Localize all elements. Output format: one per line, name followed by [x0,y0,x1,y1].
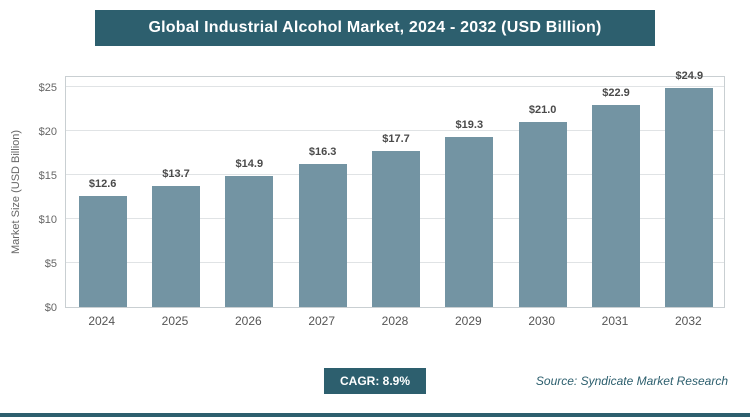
x-tick-label: 2031 [601,314,629,328]
bar-value-label: $14.9 [235,157,264,170]
bar-2028 [372,151,420,307]
y-axis-ticks: $0 $5 $10 $15 $20 $25 [0,76,57,314]
y-tick-label: $0 [44,302,57,314]
page-title: Global Industrial Alcohol Market, 2024 -… [148,19,602,36]
gridline [66,130,724,131]
bar-value-label: $19.3 [455,119,484,132]
bar-value-label: $17.7 [382,133,410,146]
y-tick-label: $15 [38,170,57,182]
y-tick-label: $25 [38,82,57,94]
bar-2024 [78,196,127,307]
bar-value-label: $16.3 [308,145,337,158]
bar-value-label: $24.9 [675,69,704,82]
y-tick-label: $20 [38,126,57,138]
x-tick-label: 2027 [308,314,336,328]
x-axis-ticks: 2024 2025 2026 2027 2028 2029 2030 2031 2032 [65,314,725,330]
x-tick-label: 2029 [454,314,482,328]
x-tick-label: 2032 [674,314,702,328]
bar-2026 [225,175,274,307]
bar-value-label: $22.9 [602,87,630,100]
bottom-accent-rule [0,413,750,417]
chart-title-bar: Global Industrial Alcohol Market, 2024 -… [95,10,655,46]
bar-value-label: $12.6 [88,178,117,191]
source-text: Source: Syndicate Market Research [535,374,728,388]
bar-2027 [298,163,347,307]
bar-2025 [152,186,200,307]
x-tick-label: 2028 [381,314,409,328]
y-tick-label: $5 [44,258,57,270]
y-tick-label: $10 [38,214,57,226]
gridline [66,86,724,87]
bar-2032 [665,87,714,307]
bar-value-label: $13.7 [162,168,190,181]
x-tick-label: 2026 [234,314,262,328]
x-tick-label: 2024 [88,314,116,328]
bar-value-label: $21.0 [528,104,557,117]
bar-2029 [445,137,494,307]
plot-area: $12.6 $13.7 $14.9 $16.3 $17.7 $19.3 $21.0 $22.9… [65,70,725,308]
bar-2030 [518,122,567,307]
x-tick-label: 2025 [161,314,189,328]
x-tick-label: 2030 [528,314,556,328]
bar-2031 [592,105,640,307]
cagr-badge: CAGR: 8.9% [323,368,427,394]
